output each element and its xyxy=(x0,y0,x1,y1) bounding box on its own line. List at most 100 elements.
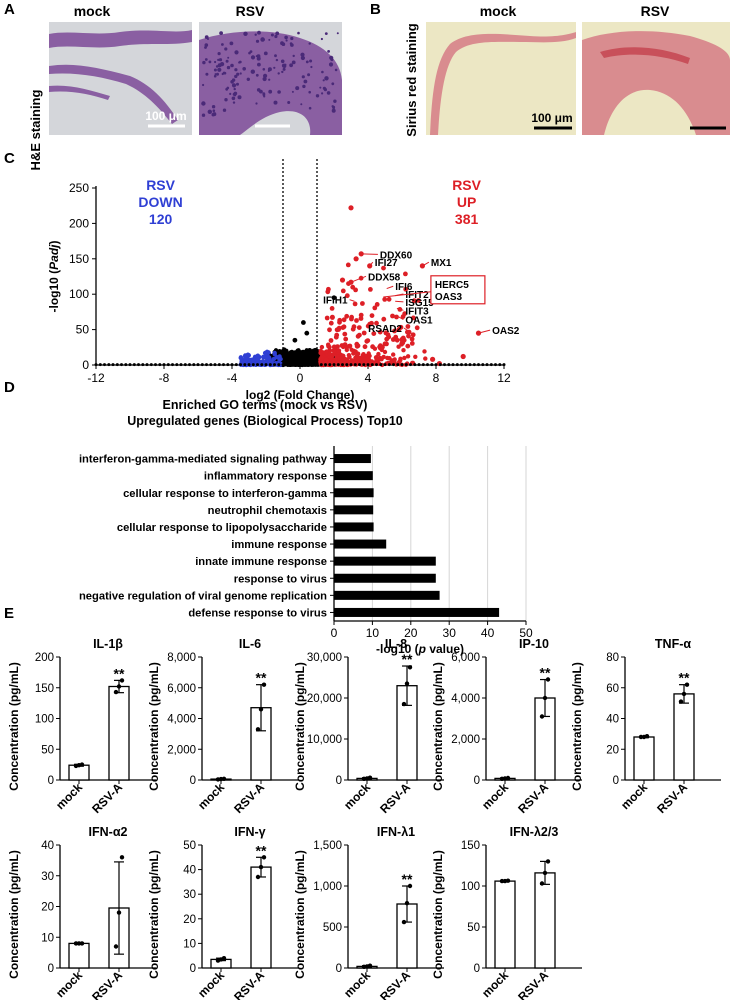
volcano-point-up xyxy=(354,318,359,323)
nucleus-dot xyxy=(263,95,266,98)
volcano-point-baseline xyxy=(366,363,370,367)
volcano-point-up xyxy=(346,343,352,349)
volcano-point-up xyxy=(337,356,342,361)
volcano-point-baseline xyxy=(175,363,179,367)
he-rsv-nuclei xyxy=(201,30,339,117)
cytokine-data-point xyxy=(113,689,119,695)
nucleus-dot xyxy=(290,36,294,41)
nucleus-dot xyxy=(326,91,331,95)
volcano-point-baseline xyxy=(311,363,315,367)
volcano-y-tick-label: 250 xyxy=(69,181,89,195)
volcano-point-baseline xyxy=(370,363,374,367)
volcano-point-up xyxy=(409,341,415,346)
volcano-point-baseline xyxy=(341,363,344,367)
cytokine-y-tick-label: 150 xyxy=(461,840,480,852)
cytokine-y-tick-label: 10,000 xyxy=(307,734,342,746)
nucleus-dot xyxy=(250,55,256,60)
volcano-point-up xyxy=(430,356,436,362)
significance-marker: ** xyxy=(679,670,690,686)
volcano-point-up xyxy=(405,354,411,359)
volcano-point-down xyxy=(266,355,272,360)
up-group-label: RSV xyxy=(452,177,481,193)
nucleus-dot xyxy=(268,38,271,41)
volcano-point-baseline xyxy=(400,363,404,367)
nucleus-dot xyxy=(262,92,266,95)
boxed-genes-box xyxy=(430,275,486,305)
nucleus-dot xyxy=(214,60,217,64)
cytokine-y-tick-label: 0 xyxy=(48,775,54,787)
volcano-point-up xyxy=(353,256,359,262)
significance-marker: ** xyxy=(402,651,413,667)
volcano-point-baseline xyxy=(332,363,336,367)
volcano-point-baseline xyxy=(98,363,102,367)
volcano-point-baseline xyxy=(145,363,149,367)
cytokine-data-point xyxy=(255,727,261,732)
volcano-point-up xyxy=(352,301,358,307)
volcano-point-baseline xyxy=(247,363,251,367)
go-x-tick-label: 0 xyxy=(331,626,338,640)
volcano-point-baseline xyxy=(460,363,463,367)
volcano-point-up xyxy=(324,349,329,354)
panel-d: D Enriched GO terms (mock vs RSV) Upregul… xyxy=(4,379,533,656)
cytokine-category-label: mock xyxy=(479,780,511,812)
volcano-y-tick-label: 0 xyxy=(82,358,89,372)
cytokine-category-label: RSV-A xyxy=(515,780,551,816)
volcano-point-baseline xyxy=(472,363,476,367)
volcano-point-baseline xyxy=(149,363,153,367)
cytokine-y-tick-label: 0 xyxy=(190,963,196,975)
cytokine-data-point xyxy=(684,682,690,687)
nucleus-dot xyxy=(263,51,268,56)
go-x-label: -log10 (p value) xyxy=(376,642,464,656)
volcano-point-baseline xyxy=(421,363,425,367)
cytokine-title: TNF-α xyxy=(655,637,691,651)
volcano-point-baseline xyxy=(426,363,429,367)
volcano-point-ns xyxy=(284,354,289,360)
volcano-point-up xyxy=(414,325,420,331)
volcano-point-up xyxy=(345,262,351,268)
panel-b-rsv-label: RSV xyxy=(641,3,670,19)
volcano-point-up xyxy=(341,317,347,323)
volcano-point-ns xyxy=(307,358,312,363)
cytokine-y-tick-label: 40 xyxy=(183,865,196,877)
cytokine-y-tick-label: 4,000 xyxy=(451,693,480,705)
cytokine-bar xyxy=(673,693,695,781)
go-bar xyxy=(334,471,373,481)
cytokine-data-point xyxy=(79,941,85,946)
cytokine-category-label: mock xyxy=(195,968,227,1000)
significance-marker: ** xyxy=(256,842,267,858)
volcano-point-baseline xyxy=(413,363,417,367)
volcano-point-baseline xyxy=(226,363,230,367)
volcano-point-up xyxy=(372,305,378,311)
nucleus-dot xyxy=(212,112,217,117)
volcano-x-tick-label: 0 xyxy=(297,371,304,385)
panel-d-letter: D xyxy=(4,379,15,396)
go-category-label: cellular response to interferon-gamma xyxy=(123,488,328,500)
cytokine-title: IFN-α2 xyxy=(89,825,128,839)
nucleus-dot xyxy=(238,60,242,64)
cytokine-bar xyxy=(534,872,556,969)
cytokine-data-point xyxy=(401,701,407,707)
cytokine-y-label: Concentration (pg/mL) xyxy=(7,662,21,791)
cytokine-category-label: mock xyxy=(53,780,85,812)
nucleus-dot xyxy=(222,108,227,112)
nucleus-dot xyxy=(233,91,238,96)
volcano-point-baseline xyxy=(285,363,289,367)
cytokine-bar xyxy=(68,942,90,969)
go-category-label: neutrophil chemotaxis xyxy=(208,505,327,517)
go-bar xyxy=(334,556,436,566)
cytokine-data-point xyxy=(407,665,413,670)
go-category-label: innate immune response xyxy=(195,556,327,568)
go-bar xyxy=(334,488,374,498)
cytokine-data-point xyxy=(367,963,373,968)
cytokine-y-tick-label: 20 xyxy=(41,902,54,914)
volcano-point-baseline xyxy=(383,363,387,367)
volcano-x-tick-label: -4 xyxy=(227,371,238,385)
go-bar xyxy=(334,505,374,515)
cytokine-y-tick-label: 10 xyxy=(183,938,196,950)
cytokine-data-point xyxy=(255,874,261,880)
cytokine-data-point xyxy=(258,864,264,870)
volcano-point-baseline xyxy=(205,363,208,367)
nucleus-dot xyxy=(281,70,284,74)
cytokine-data-point xyxy=(367,775,373,780)
volcano-point-up xyxy=(350,284,356,290)
